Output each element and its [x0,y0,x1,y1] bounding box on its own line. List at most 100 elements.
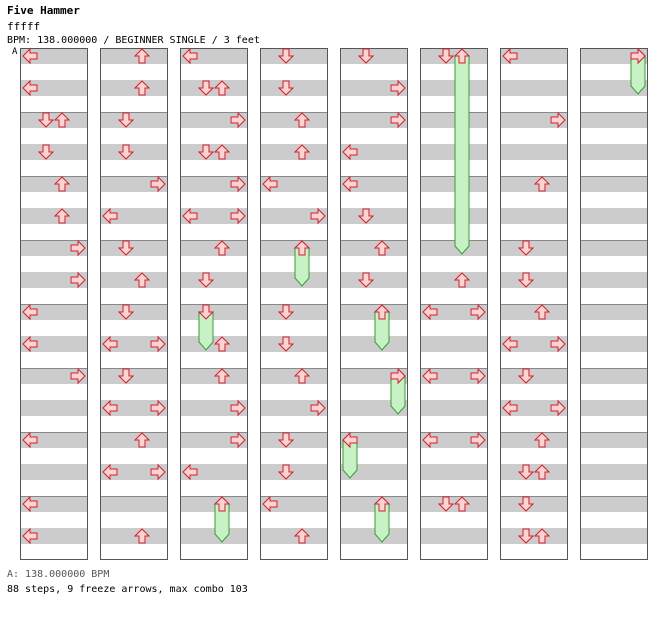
right-arrow-note [230,175,246,193]
beat-stripe [580,144,648,160]
beat-stripe [420,112,488,128]
chart-column [340,48,408,560]
left-arrow-note [102,399,118,417]
beat-stripe [180,400,248,416]
down-arrow-note [357,272,375,288]
beat-stripe [20,400,88,416]
chart-column-border [420,48,488,560]
beat-stripe [100,208,168,224]
beat-stripe [20,272,88,288]
beat-stripe [420,528,488,544]
beat-stripe [100,528,168,544]
beat-stripe [20,336,88,352]
up-arrow-note [533,528,551,544]
beat-stripe [20,528,88,544]
beat-stripe [340,176,408,192]
up-arrow-note [453,496,471,512]
down-arrow-note [277,304,295,320]
down-arrow-note [437,48,455,64]
beat-stripe [20,464,88,480]
song-title: Five Hammer [7,4,80,17]
beat-stripe [500,336,568,352]
beat-stripe [180,80,248,96]
chart-column [500,47,568,560]
left-arrow-note [182,463,198,481]
chart-column [260,48,328,560]
up-arrow-note [373,304,391,320]
song-artist: fffff [7,20,41,33]
left-arrow-note [422,303,438,321]
beat-stripe [340,80,408,96]
up-arrow-note [533,464,551,480]
left-arrow-note [502,335,518,353]
beat-stripe [500,464,568,480]
up-arrow-note [133,528,151,544]
left-arrow-note [22,431,38,449]
up-arrow-note [533,432,551,448]
right-arrow-note [70,271,86,289]
up-arrow-note [133,272,151,288]
beat-stripe [260,208,328,224]
beat-stripe [100,112,168,128]
beat-stripe [580,304,648,320]
beat-stripe [180,304,248,320]
up-arrow-note [533,304,551,320]
beat-stripe [180,368,248,384]
left-arrow-note [342,175,358,193]
beat-stripe [580,336,648,352]
down-arrow-note [197,304,215,320]
beat-stripe [260,112,328,128]
beat-stripe [500,144,568,160]
beat-stripe [340,496,408,512]
right-arrow-note [150,335,166,353]
beat-stripe [580,208,648,224]
beat-stripe [420,400,488,416]
beat-stripe [100,368,168,384]
down-arrow-note [517,272,535,288]
beat-stripe [340,304,408,320]
beat-stripe [20,240,88,256]
up-arrow-note [53,112,71,128]
bpm-marker: A [12,47,18,57]
beat-stripe [580,272,648,288]
up-arrow-note [293,240,311,256]
right-arrow-note [310,207,326,225]
right-arrow-note [230,431,246,449]
right-arrow-note [70,367,86,385]
beat-stripe [260,144,328,160]
down-arrow-note [277,464,295,480]
beat-stripe [340,144,408,160]
beat-stripe [340,240,408,256]
left-arrow-note [342,431,358,449]
beat-stripe [260,304,328,320]
right-arrow-note [550,111,566,129]
beat-stripe [20,144,88,160]
beat-stripe [420,272,488,288]
up-arrow-note [133,80,151,96]
beat-stripe [260,48,328,64]
up-arrow-note [373,496,391,512]
beat-stripe [180,496,248,512]
beat-stripe [20,208,88,224]
beat-stripe [340,528,408,544]
up-arrow-note [293,144,311,160]
beat-stripe [580,240,648,256]
beat-stripe [180,272,248,288]
right-arrow-note [310,399,326,417]
right-arrow-note [470,431,486,449]
up-arrow-note [213,240,231,256]
beat-stripe [100,432,168,448]
up-arrow-note [213,496,231,512]
left-arrow-note [22,335,38,353]
chart-stats: 88 steps, 9 freeze arrows, max combo 103 [7,584,248,595]
left-arrow-note [102,207,118,225]
beat-stripe [100,304,168,320]
right-arrow-note [390,79,406,97]
beat-stripe [20,304,88,320]
right-arrow-note [630,47,646,65]
beat-stripe [580,176,648,192]
beat-stripe [500,176,568,192]
right-arrow-note [230,111,246,129]
left-arrow-note [422,431,438,449]
